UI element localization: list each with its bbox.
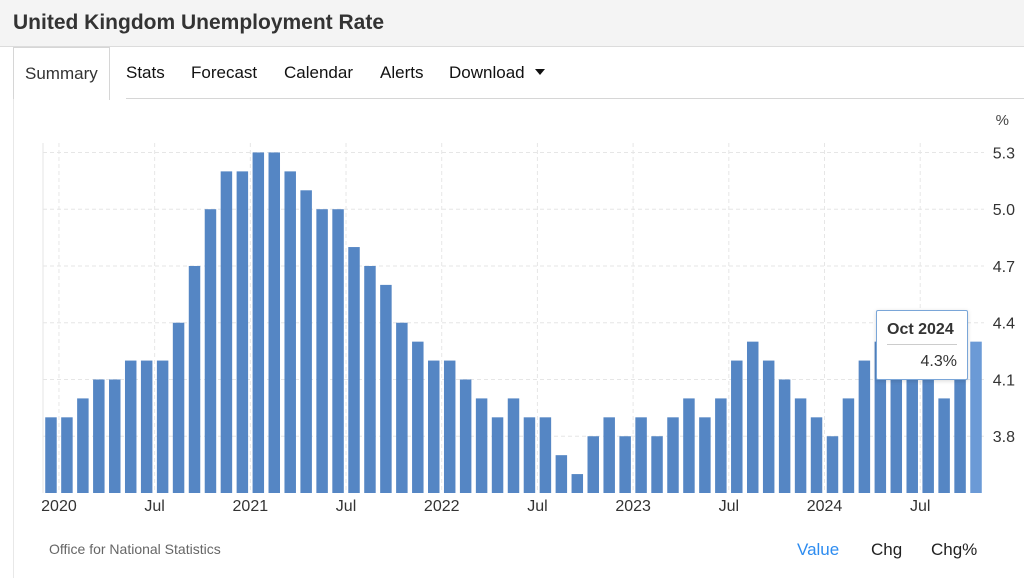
tab-stats[interactable]: Stats (126, 63, 165, 82)
x-tick-label: Jul (144, 498, 164, 515)
tooltip-date: Oct 2024 (887, 321, 954, 338)
unemployment-bar-chart: 3.8 4.1 4.4 4.7 5.0 5.3% 2020 Jul 2021 Jul 2022 Jul… (41, 112, 1015, 515)
bar-mar-2022 (475, 398, 488, 493)
value-button[interactable]: Value (797, 540, 840, 559)
tab-download[interactable]: Download (449, 47, 545, 99)
bar-oct-2024 (970, 341, 982, 493)
tooltip-value: 4.3% (920, 353, 957, 370)
bar-jan-2020 (61, 417, 73, 493)
y-tick-label: 5.0 (993, 202, 1015, 219)
y-tick-label: 4.7 (993, 259, 1015, 276)
caret-down-icon (534, 68, 545, 75)
bar-aug-2020 (172, 322, 185, 493)
bar-jul-2020 (156, 360, 169, 493)
tab-forecast[interactable]: Forecast (191, 63, 258, 82)
bar-oct-2021 (396, 322, 408, 493)
bar-apr-2021 (300, 190, 312, 493)
tab-download-label: Download (449, 63, 525, 82)
bar-jul-2021 (348, 247, 360, 493)
bar-feb-2022 (459, 379, 472, 493)
bar-may-2021 (316, 209, 328, 493)
tab-divider (126, 98, 1024, 99)
chg-button[interactable]: Chg (871, 540, 903, 559)
chg-percent-button[interactable]: Chg% (931, 540, 978, 559)
bar-jul-2024 (922, 379, 934, 493)
bar-sep-2024 (954, 360, 966, 493)
bar-nov-2023 (794, 398, 807, 493)
bar-jun-2021 (332, 209, 344, 493)
y-tick-label: 4.1 (993, 372, 1015, 389)
bar-jan-2022 (443, 360, 456, 493)
bar-feb-2023 (651, 436, 663, 493)
bar-oct-2020 (204, 209, 217, 493)
y-tick-label: 5.3 (993, 145, 1015, 162)
bar-sep-2022 (571, 474, 584, 493)
x-tick-label: Jul (527, 498, 547, 515)
y-tick-label: 4.4 (993, 316, 1015, 333)
x-tick-label: 2021 (233, 498, 269, 515)
bar-may-2023 (699, 417, 711, 493)
bar-jun-2023 (715, 398, 727, 493)
bar-nov-2022 (603, 417, 615, 493)
bar-jan-2023 (635, 417, 647, 493)
x-tick-label: Jul (910, 498, 930, 515)
bar-aug-2024 (938, 398, 950, 493)
bar-apr-2022 (491, 417, 504, 493)
bar-dec-2020 (236, 171, 249, 493)
title-bar: United Kingdom Unemployment Rate (0, 0, 1024, 47)
bar-jun-2022 (523, 417, 536, 493)
x-tick-label: 2024 (807, 498, 843, 515)
x-tick-label: Jul (336, 498, 356, 515)
tab-bar: Summary Stats Forecast Calendar Alerts D… (13, 47, 1024, 100)
y-unit-label: % (996, 112, 1009, 129)
y-tick-label: 3.8 (993, 429, 1015, 446)
bar-sep-2023 (762, 360, 775, 493)
bar-feb-2024 (842, 398, 855, 493)
bar-dec-2023 (810, 417, 823, 493)
bar-dec-2022 (619, 436, 631, 493)
x-tick-label: 2023 (615, 498, 651, 515)
bar-oct-2023 (778, 379, 791, 493)
bar-mar-2021 (284, 171, 296, 493)
bar-feb-2020 (77, 398, 89, 493)
x-tick-label: 2020 (41, 498, 77, 515)
tab-summary[interactable]: Summary (13, 47, 110, 100)
bar-nov-2021 (412, 341, 424, 493)
bar-jul-2022 (539, 417, 552, 493)
tab-alerts[interactable]: Alerts (380, 63, 424, 82)
bar-apr-2023 (683, 398, 695, 493)
bar-jan-2021 (252, 152, 265, 493)
bar-sep-2021 (380, 284, 392, 493)
data-source: Office for National Statistics (49, 541, 221, 557)
bar-apr-2024 (874, 341, 887, 493)
bar-may-2024 (890, 322, 903, 493)
chart-tooltip: Oct 2024 4.3% (876, 310, 968, 380)
bar-oct-2022 (587, 436, 599, 493)
bar-jun-2020 (140, 360, 153, 493)
x-tick-label: Jul (719, 498, 739, 515)
bar-feb-2021 (268, 152, 281, 493)
content-frame-border (13, 99, 14, 578)
bar-nov-2020 (220, 171, 233, 493)
tab-calendar[interactable]: Calendar (284, 63, 353, 82)
bar-may-2020 (124, 360, 137, 493)
bar-may-2022 (507, 398, 520, 493)
bar-mar-2020 (93, 379, 105, 493)
bar-apr-2020 (109, 379, 121, 493)
bar-jan-2024 (826, 436, 839, 493)
bar-aug-2021 (364, 265, 376, 493)
page-title: United Kingdom Unemployment Rate (13, 11, 385, 34)
bar-mar-2023 (667, 417, 679, 493)
bar-dec-2019 (45, 417, 57, 493)
bar-sep-2020 (188, 265, 201, 493)
bar-dec-2021 (428, 360, 440, 493)
bar-aug-2023 (746, 341, 759, 493)
x-tick-label: 2022 (424, 498, 460, 515)
bar-jun-2024 (906, 360, 918, 493)
bar-jul-2023 (731, 360, 743, 493)
tooltip-divider (887, 344, 957, 345)
bar-aug-2022 (555, 455, 568, 493)
bar-mar-2024 (858, 360, 871, 493)
